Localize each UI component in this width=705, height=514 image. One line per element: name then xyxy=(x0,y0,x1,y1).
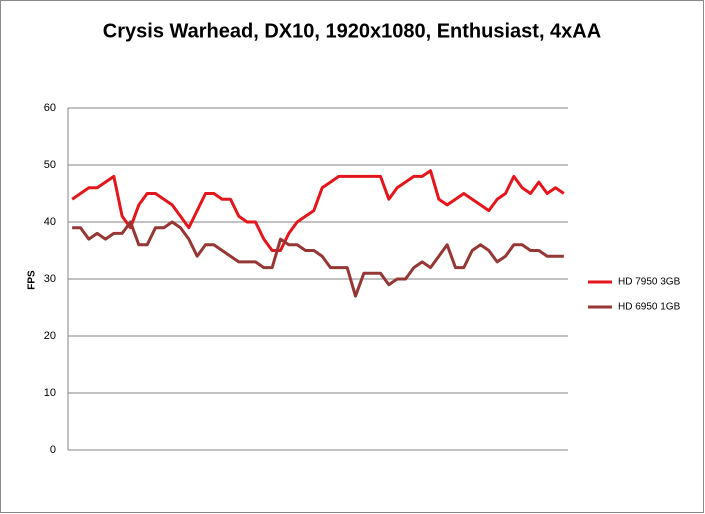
y-tick-label: 60 xyxy=(44,102,56,114)
y-tick-label: 30 xyxy=(44,273,56,285)
series-line xyxy=(71,169,565,252)
y-tick-label: 50 xyxy=(44,159,56,171)
y-tick-label: 20 xyxy=(44,330,56,342)
y-tick-label: 40 xyxy=(44,216,56,228)
y-tick-label: 10 xyxy=(44,387,56,399)
legend-label: HD 7950 3GB xyxy=(618,277,681,288)
series-line xyxy=(72,220,564,298)
y-tick-label: 0 xyxy=(50,444,56,456)
legend-label: HD 6950 1GB xyxy=(618,302,681,313)
chart-title: Crysis Warhead, DX10, 1920x1080, Enthusi… xyxy=(103,20,601,42)
y-axis-label: FPS xyxy=(27,270,38,290)
